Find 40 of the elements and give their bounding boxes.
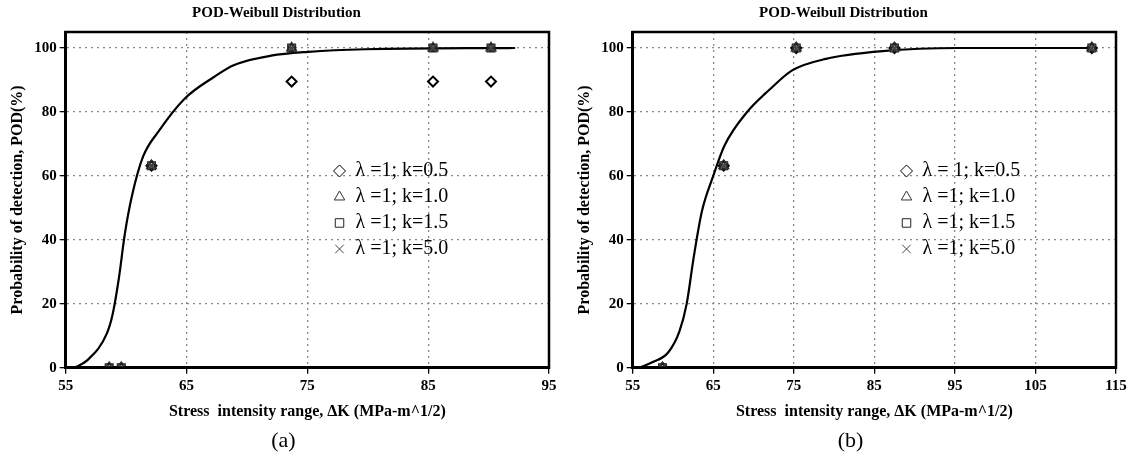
x-axis-title: Stress intensity range, ΔK (MPa-m^1/2)	[735, 401, 1013, 420]
legend-label: λ =1; k=5.0	[922, 236, 1016, 259]
x-tick-label: 65	[179, 376, 195, 393]
x-tick-label: 75	[786, 376, 802, 393]
text: (b)	[836, 426, 865, 454]
y-tick-label: 0	[49, 358, 57, 375]
legend-label: λ =1; k=1.0	[922, 184, 1016, 207]
x-tick-label: 85	[420, 376, 436, 393]
y-tick-label: 20	[41, 294, 57, 311]
x-tick-label: 75	[299, 376, 315, 393]
x-tick-label: 95	[541, 376, 557, 393]
y-tick-label: 60	[41, 166, 57, 183]
legend-label: λ = 1; k=0.5	[922, 158, 1021, 181]
x-tick-label: 95	[947, 376, 963, 393]
legend-label: λ =1; k=5.0	[355, 236, 449, 259]
x-axis-title: Stress intensity range, ΔK (MPa-m^1/2)	[168, 401, 446, 420]
chart-title: POD-Weibull Distribution	[759, 3, 929, 20]
y-axis-title: Probability of detection, POD(%)	[7, 85, 26, 315]
legend-label: λ =1; k=0.5	[355, 158, 449, 181]
x-tick-label: 65	[705, 376, 721, 393]
y-tick-label: 60	[608, 166, 624, 183]
legend-label: λ =1; k=1.5	[355, 210, 449, 233]
x-tick-label: 115	[1105, 376, 1127, 393]
y-tick-label: 100	[601, 38, 624, 55]
legend-label: λ =1; k=1.5	[922, 210, 1016, 233]
legend-label: λ =1; k=1.0	[355, 184, 449, 207]
y-axis-title: Probability of detection, POD(%)	[574, 85, 593, 315]
y-tick-label: 80	[608, 102, 624, 119]
x-tick-label: 105	[1024, 376, 1047, 393]
x-tick-label: 55	[625, 376, 641, 393]
y-tick-label: 20	[608, 294, 624, 311]
x-tick-label: 85	[866, 376, 882, 393]
chart-title: POD-Weibull Distribution	[192, 3, 362, 20]
x-tick-label: 55	[58, 376, 74, 393]
y-tick-label: 100	[34, 38, 57, 55]
y-tick-label: 40	[41, 230, 57, 247]
y-tick-label: 0	[616, 358, 624, 375]
y-tick-label: 80	[41, 102, 57, 119]
y-tick-label: 40	[608, 230, 624, 247]
text: (a)	[270, 426, 297, 454]
